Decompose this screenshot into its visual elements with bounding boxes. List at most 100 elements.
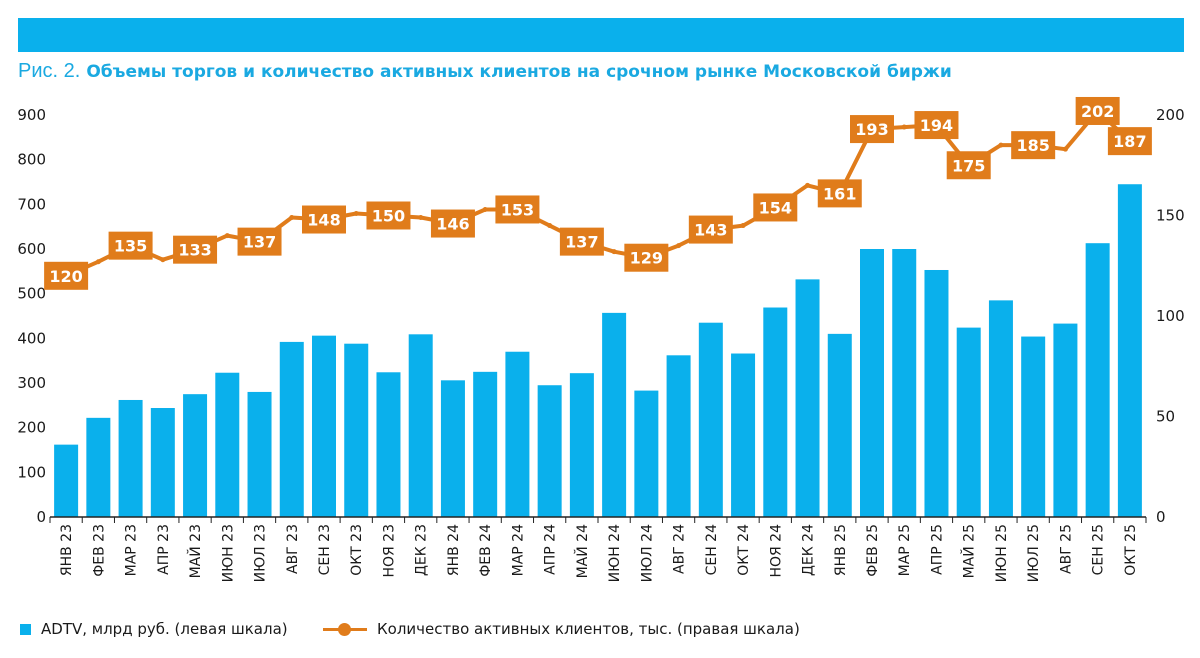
bar (924, 269, 949, 517)
line-point (901, 124, 907, 130)
left-axis-tick-label: 400 (17, 329, 46, 347)
x-axis-category-label: МАЙ 23 (186, 524, 204, 578)
line-point (289, 215, 295, 221)
left-axis-tick-label: 100 (17, 463, 46, 481)
legend-item-bars: ADTV, млрд руб. (левая шкала) (20, 620, 288, 638)
bar (988, 300, 1013, 517)
bar (1021, 336, 1046, 517)
figure-title-text: Объемы торгов и количество активных клие… (86, 62, 952, 82)
x-axis-category-label: МАЙ 25 (960, 524, 978, 578)
x-axis-category-label: СЕН 25 (1091, 524, 1107, 575)
data-label: 187 (1113, 132, 1146, 151)
x-axis-category-label: ИЮЛ 25 (1026, 524, 1042, 582)
data-label: 120 (49, 267, 82, 286)
data-label: 137 (565, 233, 598, 252)
right-axis-tick-label: 100 (1156, 307, 1185, 325)
left-axis-tick-label: 700 (17, 195, 46, 213)
data-label-box (44, 261, 89, 290)
data-label-box (108, 231, 153, 260)
left-axis-tick-label: 200 (17, 419, 46, 437)
right-axis-tick-label: 0 (1156, 508, 1166, 526)
data-label-box (688, 215, 733, 244)
data-label: 135 (114, 237, 147, 256)
x-axis-category-label: СЕН 23 (317, 524, 333, 575)
data-label: 133 (178, 241, 211, 260)
x-axis-category-label: ЯНВ 24 (446, 524, 462, 576)
bar (54, 444, 79, 517)
data-label-box (1011, 131, 1056, 160)
right-axis-tick-label: 50 (1156, 408, 1175, 426)
bar (440, 380, 465, 517)
bar (376, 372, 401, 517)
data-label-box (1075, 96, 1120, 125)
data-label-box (1107, 127, 1152, 156)
data-label-box (914, 111, 959, 140)
data-label-box (946, 151, 991, 180)
data-label: 146 (436, 215, 469, 234)
bar (312, 335, 336, 517)
bar (473, 371, 498, 517)
line-point (805, 182, 811, 188)
line-point (740, 223, 746, 229)
x-axis-category-label: ИЮН 25 (994, 524, 1010, 582)
x-axis-category-label: ДЕК 24 (801, 524, 817, 576)
data-label: 175 (952, 156, 985, 175)
left-axis-tick-label: 500 (17, 285, 46, 303)
data-label-box (495, 195, 540, 224)
data-label: 194 (920, 116, 953, 135)
bar (247, 391, 272, 517)
x-axis-category-label: МАЙ 24 (573, 524, 591, 578)
data-label-box (237, 227, 282, 256)
line-point (353, 210, 359, 216)
data-label: 153 (501, 200, 534, 219)
bar (279, 341, 304, 517)
bar (763, 307, 788, 517)
bar (215, 372, 240, 517)
right-axis-tick-label: 150 (1156, 207, 1185, 225)
bar (1085, 243, 1110, 517)
line-point (611, 249, 617, 255)
bar (569, 373, 594, 517)
bar (537, 385, 562, 517)
data-label: 154 (759, 198, 792, 217)
x-axis-category-label: ФЕВ 24 (478, 524, 494, 577)
line-point (1062, 146, 1068, 152)
bar (892, 249, 917, 517)
data-label-box (559, 227, 604, 256)
bar (860, 249, 884, 517)
data-label: 143 (694, 221, 727, 240)
header-bar (18, 18, 1184, 52)
bar (118, 399, 143, 517)
x-axis-category-label: МАР 25 (897, 524, 913, 576)
x-axis-category-label: ИЮЛ 24 (639, 524, 655, 582)
left-axis-tick-label: 900 (17, 106, 46, 124)
data-label-box (430, 209, 475, 238)
x-axis-category-label: ИЮЛ 23 (253, 524, 269, 582)
x-axis-category-label: ОКТ 23 (349, 524, 365, 576)
data-label-box (753, 193, 798, 222)
x-axis-category-label: ОКТ 25 (1123, 524, 1139, 576)
bar (666, 355, 691, 517)
left-axis-tick-label: 800 (17, 151, 46, 169)
x-axis-category-label: АВГ 24 (672, 524, 688, 574)
data-label-box (624, 243, 669, 272)
bar (183, 394, 208, 517)
x-axis-category-label: ДЕК 23 (414, 524, 430, 576)
bar (827, 333, 852, 517)
x-axis-category-label: АПР 24 (543, 524, 559, 575)
x-axis-category-label: НОЯ 23 (381, 524, 397, 578)
bar (1117, 184, 1142, 517)
bar (731, 353, 756, 517)
x-axis-category-label: АВГ 23 (285, 524, 301, 574)
data-label-box (302, 205, 346, 234)
data-label: 161 (823, 184, 856, 203)
left-axis-tick-label: 0 (36, 508, 46, 526)
x-axis-category-label: ФЕВ 23 (91, 524, 107, 577)
left-axis-tick-label: 600 (17, 240, 46, 258)
x-axis-category-label: МАР 23 (124, 524, 140, 576)
x-axis-category-label: МАР 24 (510, 524, 526, 576)
line-point (160, 257, 166, 263)
legend-label-bars: ADTV, млрд руб. (левая шкала) (41, 620, 288, 638)
right-axis-tick-label: 200 (1156, 106, 1185, 124)
data-label-box (173, 235, 218, 264)
